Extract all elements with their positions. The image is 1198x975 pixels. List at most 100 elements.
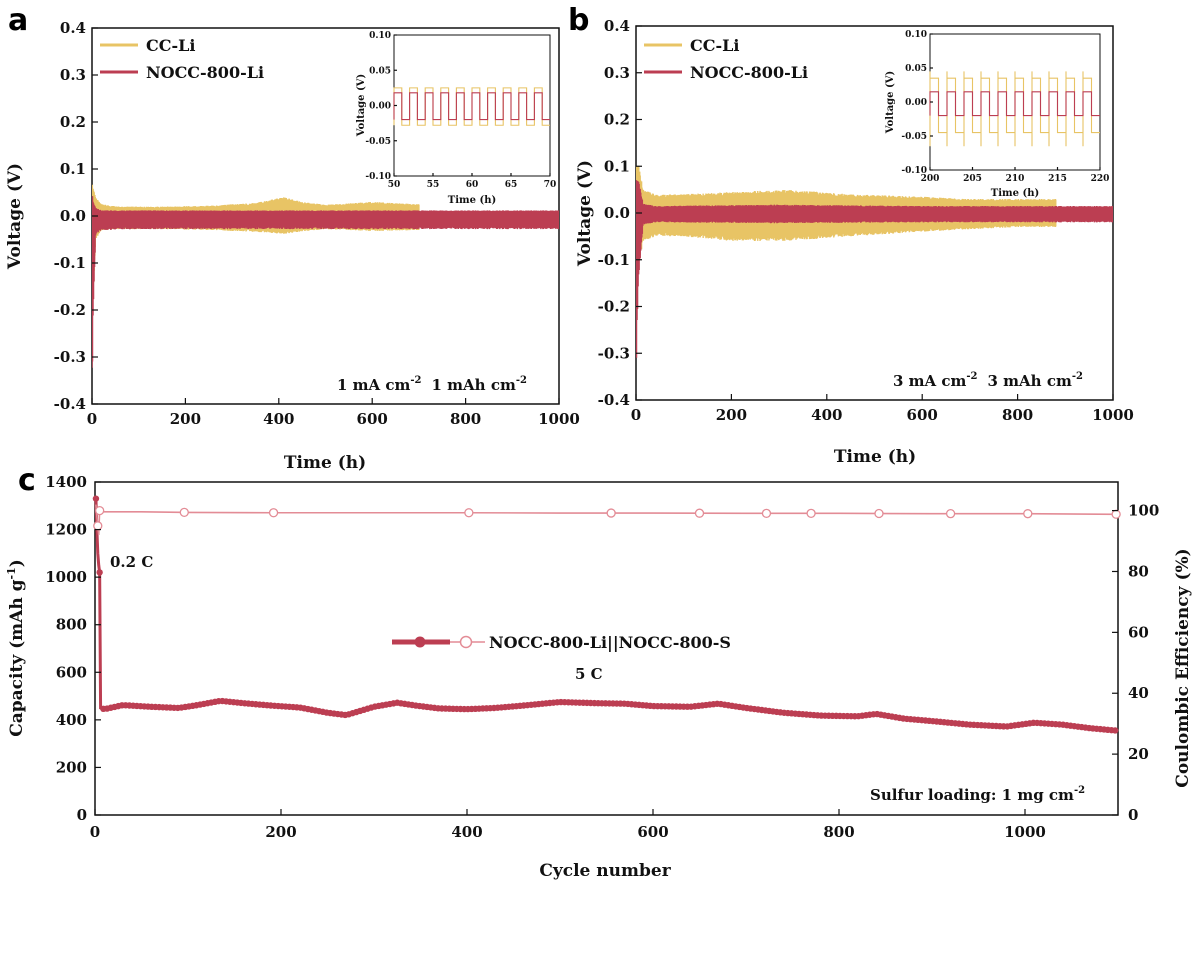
panel-a-inset-y-tick-label: 0.10 [369, 31, 391, 41]
panel-c-capacity-point [96, 569, 103, 576]
panel-c-efficiency-point [464, 508, 474, 518]
panel-c-axes: 0 200 400 600 800 100002004006008001000120014… [45, 473, 1159, 841]
panel-b-y-tick-label: -0.3 [598, 344, 630, 362]
panel-c-y-left-tick-label: 400 [56, 711, 87, 729]
panel-a-x-tick-label: 800 [450, 410, 481, 428]
panel-c-plot-frame [94, 481, 1119, 816]
panel-c-y-left-label-sup: -1 [5, 567, 18, 579]
panel-b-x-tick-label: 400 [811, 406, 842, 424]
panel-a-series-layer [92, 184, 559, 368]
panel-a-series-nocc [92, 196, 559, 368]
panel-c-efficiency-point [761, 508, 772, 518]
panel-b-inset-x-tick-label: 220 [1091, 174, 1110, 184]
panel-c-x-tick-label: 800 [823, 823, 854, 841]
panel-c-x-tick-label: 1000 [1004, 823, 1046, 841]
panel-a-x-tick-label: 200 [170, 410, 201, 428]
panel-a-series-cc [92, 184, 420, 284]
panel-a-y-tick-label: -0.4 [54, 395, 86, 413]
panel-c-x-tick-label: 400 [451, 823, 482, 841]
panel-a-condition-annotation: 1 mA cm-2 1 mAh cm-2 [337, 375, 527, 394]
panel-a-inset-y-tick-label: 0.05 [369, 66, 391, 76]
panel-c-y-left-tick-label: 1200 [45, 521, 87, 539]
panel-b-condition-capacity-sup: -2 [1072, 371, 1083, 382]
panel-b-inset-y-tick-label: -0.05 [901, 132, 927, 142]
panel-b-series-clip-group [636, 165, 1113, 358]
panel-a-inset-x-tick-label: 55 [427, 180, 440, 190]
panel-a-inset-x-label: Time (h) [448, 195, 496, 206]
panel-b-x-axis-label: Time (h) [834, 447, 916, 467]
panel-b-y-tick-label: 0.2 [604, 111, 630, 129]
panel-c-legend-efficiency-marker [459, 635, 473, 649]
panel-b-inset: 200 205 210 215 220 -0.10 -0.05 0.00 0.05 0.10 Ti… [885, 30, 1109, 199]
panel-c-y-left-tick-label: 200 [56, 758, 87, 776]
panel-a-legend-label-cc: CC-Li [146, 36, 195, 55]
panel-c-x-axis-label: Cycle number [539, 861, 671, 881]
panel-c-efficiency-point [95, 505, 105, 516]
panel-b-letter: b [568, 3, 589, 38]
panel-a-y-tick-label: 0.2 [60, 113, 86, 131]
panel-a-inset-x-tick-label: 65 [505, 180, 518, 190]
panel-c-x-tick-label: 600 [637, 823, 668, 841]
panel-a-legend: CC-Li NOCC-800-Li [100, 36, 264, 82]
panel-b-inset-x-tick-label: 215 [1048, 174, 1067, 184]
panel-a-inset-y-label: Voltage (V) [356, 74, 367, 137]
panel-c-y-right-tick-label: 0 [1128, 806, 1138, 824]
panel-a-x-tick-label: 400 [263, 410, 294, 428]
panel-c-y-right-tick-label: 80 [1128, 562, 1149, 580]
panel-b-inset-series-nocc [929, 91, 1100, 117]
panel-a-inset-y-tick-label: -0.05 [365, 137, 391, 147]
panel-b-inset-x-tick-label: 210 [1006, 174, 1025, 184]
panel-c-loading-text: Sulfur loading: 1 mg cm [870, 786, 1074, 804]
panel-b-y-tick-label: 0.1 [604, 157, 630, 175]
panel-a-inset-x-tick-label: 70 [544, 180, 557, 190]
panel-b-y-tick-label: -0.4 [598, 391, 630, 409]
panel-a-y-tick-label: 0.3 [60, 66, 86, 84]
panel-c-y-axis-right-label: Coulombic Efficiency (%) [1173, 548, 1193, 787]
panel-c-legend-label: NOCC-800-Li||NOCC-800-S [489, 633, 731, 652]
panel-c-efficiency-point [93, 521, 103, 531]
panel-a-y-tick-label: 0.0 [60, 207, 86, 225]
panel-b-inset-x-tick-label: 205 [963, 174, 982, 184]
panel-b-inset-y-tick-label: 0.05 [905, 64, 927, 74]
panel-c-rate-low-annotation: 0.2 C [110, 553, 153, 571]
panel-c-efficiency-point [945, 509, 956, 519]
panel-c-efficiency-point [268, 508, 279, 518]
panel-a-y-tick-label: -0.3 [54, 348, 86, 366]
panel-a-x-tick-label: 0 [87, 410, 97, 428]
panel-b-legend-label-cc: CC-Li [690, 36, 739, 55]
panel-c-legend-capacity-marker [414, 636, 426, 648]
panel-c-capacity-point [1112, 727, 1119, 734]
panel-a-letter: a [8, 3, 28, 38]
panel-b-series-nocc [636, 180, 1113, 358]
panel-b-inset-x-tick-label: 200 [921, 174, 940, 184]
panel-a-inset-series-nocc [393, 92, 550, 121]
panel-a-y-tick-label: -0.1 [54, 254, 86, 272]
panel-a-inset-y-tick-label: -0.10 [365, 172, 391, 182]
panel-c-y-left-tick-label: 800 [56, 616, 87, 634]
panel-a-x-axis-label: Time (h) [284, 453, 366, 473]
panel-a-inset-x-tick-label: 50 [388, 180, 401, 190]
panel-c-y-left-tick-label: 600 [56, 663, 87, 681]
panel-c-efficiency-line [95, 504, 1117, 536]
panel-b-inset-series [929, 71, 1100, 147]
panel-b-condition-current: 3 mA cm [893, 372, 967, 390]
panel-b-inset-x-label: Time (h) [991, 188, 1039, 199]
panel-a-inset-x-tick-label: 60 [466, 180, 479, 190]
panel-c-capacity-point [92, 495, 100, 502]
panel-c-letter: c [18, 463, 36, 498]
panel-a-legend-label-nocc: NOCC-800-Li [146, 63, 264, 82]
panel-b-legend: CC-Li NOCC-800-Li [644, 36, 808, 82]
panel-b: b 0 200 400 600 800 1000 -0.4 -0.3 -0.2 -0.1 0.0 0.… [568, 3, 1134, 467]
panel-c-efficiency-point [1111, 509, 1121, 519]
panel-a-x-tick-label: 1000 [538, 410, 580, 428]
panel-a-axes: 0 200 400 600 800 1000-0.4-0.3-0.2-0.10.00.10… [54, 19, 580, 428]
panel-c-legend: NOCC-800-Li||NOCC-800-S [392, 633, 731, 652]
panel-c-x-tick-label: 0 [90, 823, 100, 841]
panel-b-inset-y-label: Voltage (V) [885, 71, 896, 134]
panel-b-y-tick-label: 0.4 [604, 17, 630, 35]
panel-a-condition-current: 1 mA cm [337, 376, 411, 394]
panel-b-series-layer [636, 165, 1113, 358]
panel-c-y-right-tick-label: 100 [1128, 502, 1159, 520]
